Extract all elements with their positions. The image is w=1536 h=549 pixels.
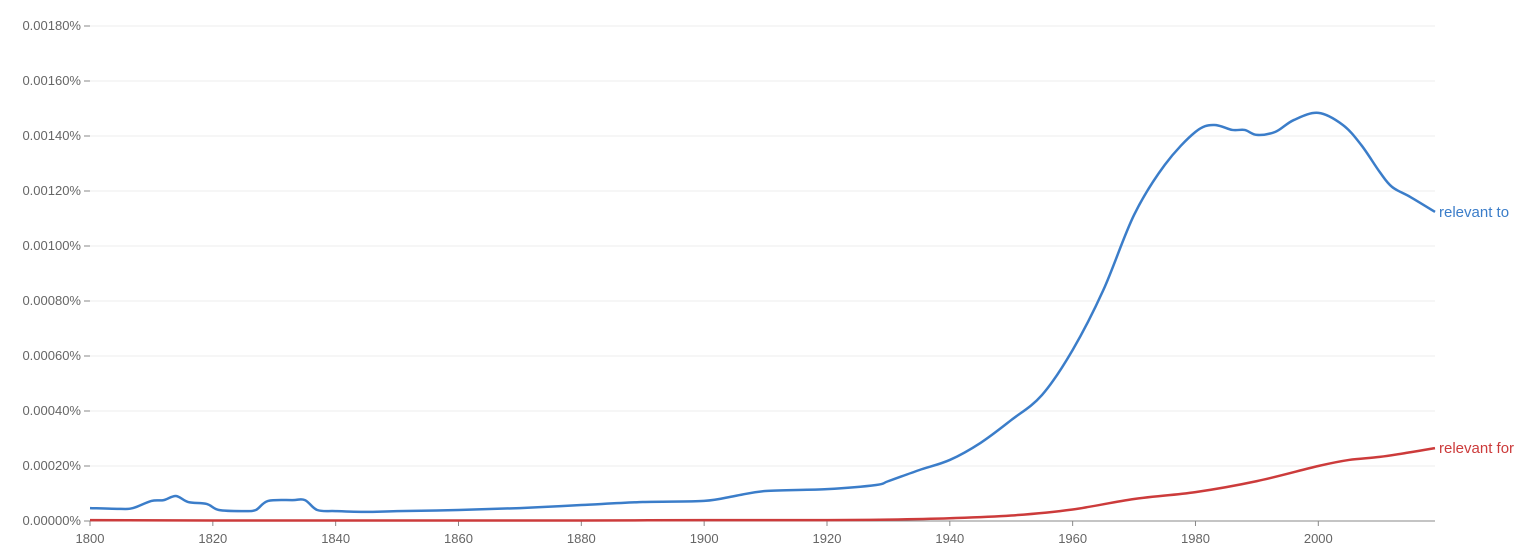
y-tick-label: 0.00040% (22, 403, 81, 418)
y-tick-label: 0.00180% (22, 18, 81, 33)
series-label-relevant-to[interactable]: relevant to (1439, 204, 1509, 221)
x-tick-label: 2000 (1304, 531, 1333, 546)
x-tick-label: 1900 (690, 531, 719, 546)
y-tick-label: 0.00080% (22, 293, 81, 308)
x-tick-label: 1920 (813, 531, 842, 546)
x-tick-label: 1800 (76, 531, 105, 546)
x-tick-label: 1840 (321, 531, 350, 546)
x-tick-label: 1960 (1058, 531, 1087, 546)
x-tick-label: 1860 (444, 531, 473, 546)
x-tick-label: 1880 (567, 531, 596, 546)
x-tick-label: 1820 (198, 531, 227, 546)
y-tick-label: 0.00140% (22, 128, 81, 143)
y-tick-label: 0.00060% (22, 348, 81, 363)
series-label-relevant-for[interactable]: relevant for (1439, 440, 1514, 457)
y-tick-label: 0.00000% (22, 513, 81, 528)
y-tick-label: 0.00100% (22, 238, 81, 253)
y-tick-label: 0.00120% (22, 183, 81, 198)
x-tick-label: 1940 (935, 531, 964, 546)
x-tick-label: 1980 (1181, 531, 1210, 546)
y-tick-label: 0.00020% (22, 458, 81, 473)
y-tick-label: 0.00160% (22, 73, 81, 88)
series-line-relevant-to[interactable] (89, 111, 1436, 514)
series-line-relevant-for[interactable] (89, 446, 1436, 522)
